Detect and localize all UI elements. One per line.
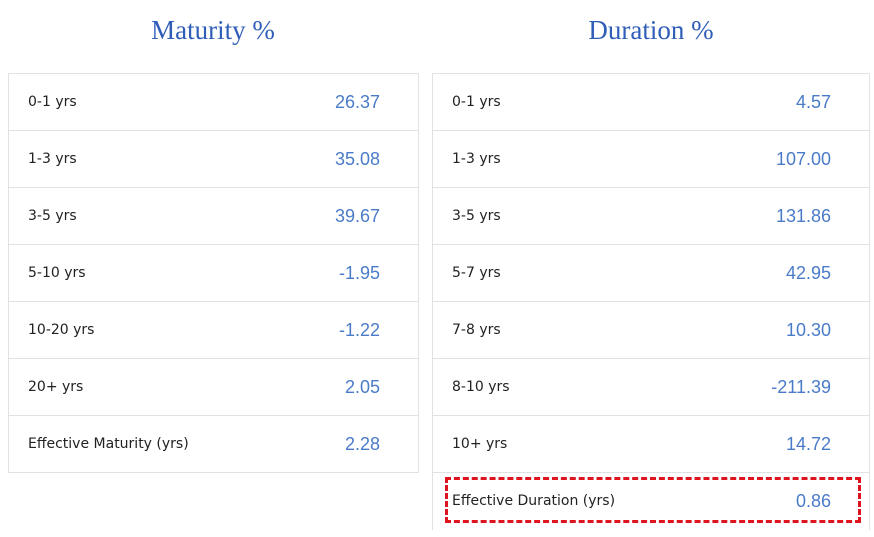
row-label: 7-8 yrs <box>452 322 501 338</box>
row-value: 14.72 <box>785 434 831 454</box>
row-value: 2.28 <box>344 434 380 454</box>
table-row: 8-10 yrs -211.39 <box>433 359 869 416</box>
row-label: 3-5 yrs <box>28 208 77 224</box>
maturity-table: 0-1 yrs 26.37 1-3 yrs 35.08 3-5 yrs 39.67 5-10… <box>8 73 419 473</box>
row-value: 2.05 <box>344 377 380 397</box>
row-label: 0-1 yrs <box>452 94 501 110</box>
table-row: Effective Maturity (yrs) 2.28 <box>9 416 418 473</box>
row-label: 10-20 yrs <box>28 322 95 338</box>
row-label: 0-1 yrs <box>28 94 77 110</box>
row-value: -1.22 <box>338 320 380 340</box>
row-label: 1-3 yrs <box>452 151 501 167</box>
row-value: -211.39 <box>771 377 831 397</box>
table-row: 1-3 yrs 35.08 <box>9 131 418 188</box>
row-label: Effective Duration (yrs) <box>452 493 616 509</box>
row-value: 131.86 <box>775 206 831 226</box>
row-label: 20+ yrs <box>28 379 84 395</box>
row-label: 8-10 yrs <box>452 379 510 395</box>
row-value: 39.67 <box>334 206 380 226</box>
highlight-box <box>445 477 861 523</box>
section-title: Maturity % <box>151 15 275 45</box>
row-value: 42.95 <box>785 263 831 283</box>
row-value: 107.00 <box>775 149 831 169</box>
row-value: 0.86 <box>795 491 831 511</box>
table-row: 5-7 yrs 42.95 <box>433 245 869 302</box>
row-value: 35.08 <box>334 149 380 169</box>
row-label: 10+ yrs <box>452 436 508 452</box>
table-row: Effective Duration (yrs) 0.86 <box>433 473 869 530</box>
section-title: Duration % <box>588 15 714 45</box>
table-row: 0-1 yrs 4.57 <box>433 74 869 131</box>
table-row: 7-8 yrs 10.30 <box>433 302 869 359</box>
table-row: 5-10 yrs -1.95 <box>9 245 418 302</box>
table-row: 10-20 yrs -1.22 <box>9 302 418 359</box>
table-row: 0-1 yrs 26.37 <box>9 74 418 131</box>
table-row: 20+ yrs 2.05 <box>9 359 418 416</box>
table-row: 1-3 yrs 107.00 <box>433 131 869 188</box>
row-value: 26.37 <box>334 92 380 112</box>
table-row: 3-5 yrs 39.67 <box>9 188 418 245</box>
row-label: 1-3 yrs <box>28 151 77 167</box>
row-label: 5-10 yrs <box>28 265 86 281</box>
row-label: 3-5 yrs <box>452 208 501 224</box>
table-row: 10+ yrs 14.72 <box>433 416 869 473</box>
duration-table: 0-1 yrs 4.57 1-3 yrs 107.00 3-5 yrs 131.86 5-7… <box>432 73 870 530</box>
row-value: 10.30 <box>785 320 831 340</box>
row-label: Effective Maturity (yrs) <box>28 436 189 452</box>
row-value: 4.57 <box>795 92 831 112</box>
table-row: 3-5 yrs 131.86 <box>433 188 869 245</box>
row-label: 5-7 yrs <box>452 265 501 281</box>
row-value: -1.95 <box>338 263 380 283</box>
